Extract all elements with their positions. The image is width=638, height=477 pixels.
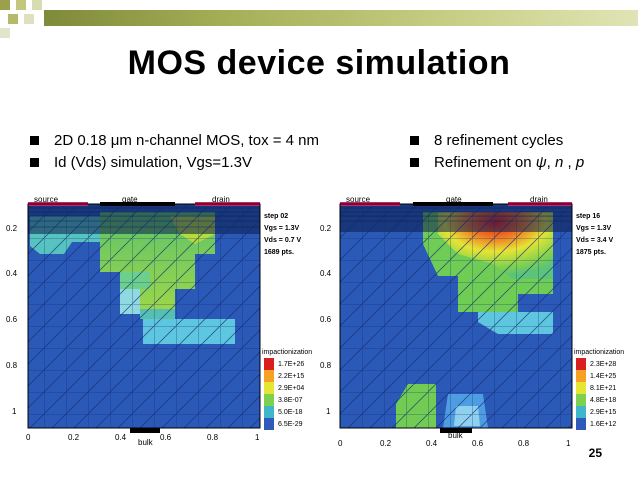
n-symbol: n — [555, 154, 564, 171]
x-tick: 0.6 — [160, 433, 172, 442]
legend-value: 2.3E+28 — [590, 361, 616, 368]
x-tick: 0.4 — [115, 433, 127, 442]
corner-decoration — [0, 0, 44, 40]
y-tick: 1 — [326, 407, 331, 416]
info-line: Vgs = 1.3V — [264, 225, 300, 232]
gate-label: gate — [446, 195, 462, 204]
drain-label: drain — [212, 195, 230, 204]
info-line: Vds = 3.4 V — [576, 237, 613, 244]
legend-swatch — [264, 358, 274, 370]
legend-title: impactionization — [262, 349, 312, 356]
info-line: 1689 pts. — [264, 249, 294, 256]
x-tick: 0.4 — [426, 439, 438, 448]
legend-swatch — [576, 358, 586, 370]
x-tick: 1 — [255, 433, 260, 442]
legend-title: impactionization — [574, 349, 624, 356]
header-bar — [44, 10, 638, 26]
y-tick: 0.8 — [6, 361, 18, 370]
legend-value: 2.2E+15 — [278, 373, 304, 380]
legend-value: 4.8E+18 — [590, 397, 616, 404]
y-tick: 0.8 — [320, 361, 332, 370]
y-tick: 0.6 — [320, 315, 332, 324]
p-symbol: p — [575, 154, 585, 171]
x-tick: 1 — [566, 439, 571, 448]
legend-value: 1.7E+26 — [278, 361, 304, 368]
legend-value: 6.5E-29 — [278, 421, 303, 428]
bullet-item: 8 refinement cycles — [410, 130, 584, 152]
bullet-item: Refinement on ψ, n , p — [410, 152, 584, 174]
legend-swatch — [576, 382, 586, 394]
legend-value: 1.4E+25 — [590, 373, 616, 380]
source-label: source — [346, 195, 371, 204]
psi-symbol: ψ — [535, 154, 547, 171]
legend-value: 2.9E+04 — [278, 385, 304, 392]
legend-swatch — [576, 370, 586, 382]
bullet-square-icon — [30, 136, 39, 145]
legend-swatch — [264, 394, 274, 406]
legend-swatch — [264, 370, 274, 382]
y-tick: 0.2 — [320, 224, 332, 233]
legend-value: 1.6E+12 — [590, 421, 616, 428]
drain-label: drain — [530, 195, 548, 204]
x-tick: 0.2 — [68, 433, 80, 442]
y-tick: 1 — [12, 407, 17, 416]
legend-value: 2.9E+15 — [590, 409, 616, 416]
y-tick: 0.6 — [6, 315, 18, 324]
bulk-label: bulk — [448, 431, 464, 440]
info-line: step 16 — [576, 213, 600, 220]
x-tick: 0 — [338, 439, 343, 448]
info-line: Vds = 0.7 V — [264, 237, 301, 244]
info-line: 1875 pts. — [576, 249, 606, 256]
legend-value: 3.8E-07 — [278, 397, 303, 404]
info-line: Vgs = 1.3V — [576, 225, 612, 232]
x-tick: 0.2 — [380, 439, 392, 448]
legend-swatch — [264, 382, 274, 394]
y-tick: 0.4 — [6, 269, 18, 278]
legend-value: 5.0E-18 — [278, 409, 303, 416]
y-tick: 0.2 — [6, 224, 18, 233]
legend-swatch — [264, 406, 274, 418]
slide-title: MOS device simulation — [127, 44, 511, 82]
y-tick: 0.4 — [320, 269, 332, 278]
legend-value: 8.1E+21 — [590, 385, 616, 392]
legend — [264, 358, 274, 430]
bullet-square-icon — [410, 158, 419, 167]
bullet-square-icon — [30, 158, 39, 167]
x-tick: 0 — [26, 433, 31, 442]
simulation-left: source gate drain bulk 0.2 0.4 0.6 0.8 1… — [6, 195, 312, 447]
x-tick: 0.6 — [472, 439, 484, 448]
legend-swatch — [576, 418, 586, 430]
legend-swatch — [576, 406, 586, 418]
legend — [576, 358, 586, 430]
x-tick: 0.8 — [207, 433, 219, 442]
simulation-right: source gate drain bulk 0.2 0.4 0.6 0.8 1… — [320, 195, 624, 448]
page-number: 25 — [588, 446, 602, 460]
bullet-item: Id (Vds) simulation, Vgs=1.3V — [30, 152, 319, 174]
bullet-item: 2D 0.18 μm n-channel MOS, tox = 4 nm — [30, 130, 319, 152]
source-label: source — [34, 195, 59, 204]
legend-swatch — [576, 394, 586, 406]
info-line: step 02 — [264, 213, 288, 220]
x-tick: 0.8 — [518, 439, 530, 448]
bullet-list-left: 2D 0.18 μm n-channel MOS, tox = 4 nm Id … — [30, 130, 319, 174]
legend-swatch — [264, 418, 274, 430]
bullet-square-icon — [410, 136, 419, 145]
bulk-label: bulk — [138, 438, 154, 447]
gate-label: gate — [122, 195, 138, 204]
bullet-list-right: 8 refinement cycles Refinement on ψ, n ,… — [410, 130, 584, 174]
